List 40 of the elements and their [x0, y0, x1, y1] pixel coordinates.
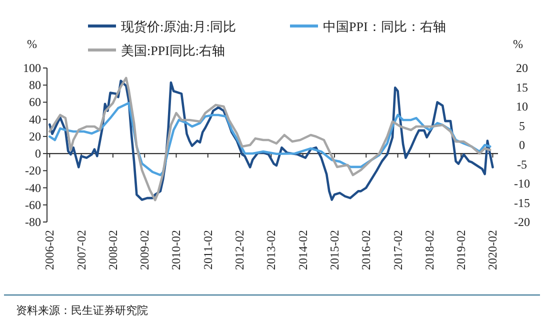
- y2tick: -20: [514, 215, 530, 229]
- legend-label: 美国:PPI同比:右轴: [121, 43, 226, 58]
- y2tick: 5: [519, 118, 525, 133]
- xtick: 2012-02: [232, 230, 247, 270]
- ytick: 60: [29, 95, 41, 110]
- y2tick: 10: [516, 100, 528, 114]
- y2tick: 20: [516, 61, 528, 75]
- ytick: 40: [29, 112, 41, 126]
- ytick: 0: [35, 146, 41, 161]
- ytick: 100: [23, 61, 41, 75]
- xtick: 2015-02: [327, 230, 342, 270]
- xtick: 2008-02: [106, 230, 120, 270]
- y2tick: -5: [517, 157, 527, 172]
- xtick: 2019-02: [454, 230, 468, 270]
- ytick: -40: [25, 180, 41, 195]
- ytick: -80: [25, 215, 41, 229]
- ytick: 20: [29, 129, 41, 144]
- y2tick: 15: [516, 80, 528, 94]
- y2tick: -15: [514, 196, 530, 210]
- ytick: -60: [25, 198, 41, 212]
- xtick: 2018-02: [422, 230, 436, 270]
- ytick: -20: [25, 164, 41, 178]
- ylabel: %: [27, 37, 37, 51]
- xtick: 2013-02: [264, 230, 278, 270]
- xtick: 2010-02: [169, 230, 184, 270]
- xtick: 2007-02: [74, 230, 88, 270]
- y2tick: -10: [514, 176, 530, 190]
- xtick: 2016-02: [359, 230, 374, 270]
- ytick: 80: [29, 78, 41, 92]
- xtick: 2006-02: [42, 230, 57, 270]
- xtick: 2017-02: [390, 230, 405, 270]
- annotation: 资料来源：民生证券研究院: [16, 305, 148, 317]
- xtick: 2014-02: [296, 230, 310, 270]
- xtick: 2011-02: [200, 230, 215, 270]
- legend-label: 中国PPI：同比：右轴: [323, 19, 446, 34]
- y2tick: 0: [519, 138, 525, 152]
- legend-label: 现货价:原油:月:同比: [121, 19, 236, 34]
- xtick: 2020-02: [486, 230, 500, 270]
- xtick: 2009-02: [138, 230, 152, 270]
- y2label: %: [513, 37, 523, 51]
